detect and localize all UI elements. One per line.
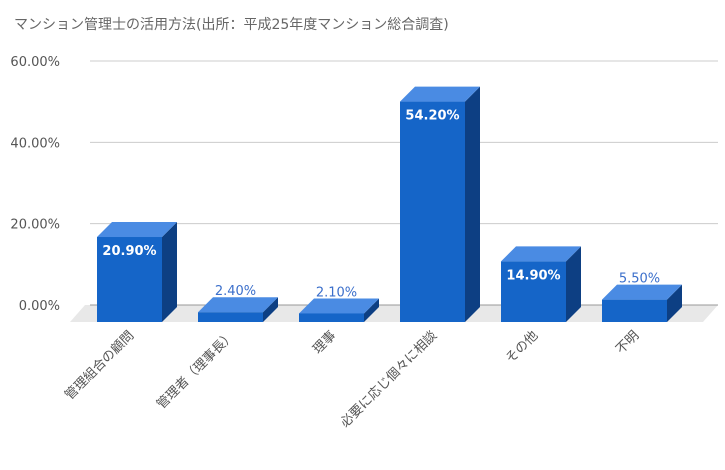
data-label: 2.40% bbox=[215, 284, 256, 299]
bar-side bbox=[566, 246, 581, 322]
bar-top bbox=[97, 222, 177, 238]
chart-title: マンション管理士の活用方法(出所：平成25年度マンション総合調査) bbox=[14, 17, 449, 33]
data-label: 20.90% bbox=[102, 244, 156, 259]
bar bbox=[299, 313, 364, 322]
bar-side bbox=[364, 298, 379, 322]
bar bbox=[602, 299, 667, 322]
y-tick-label: 40.00% bbox=[10, 136, 60, 151]
bar-top bbox=[400, 86, 480, 102]
bar bbox=[501, 261, 566, 322]
data-label: 14.90% bbox=[506, 268, 560, 283]
y-tick-label: 0.00% bbox=[19, 299, 60, 314]
bar-side bbox=[667, 284, 682, 322]
data-label: 5.50% bbox=[619, 272, 660, 287]
x-tick-label: 管理組合の顧問 bbox=[62, 328, 137, 403]
bar bbox=[400, 101, 465, 322]
bar-top bbox=[602, 284, 682, 300]
bar-top bbox=[299, 298, 379, 314]
x-tick-label: 理事 bbox=[310, 328, 339, 357]
y-tick-label: 20.00% bbox=[10, 218, 60, 233]
bar bbox=[198, 312, 263, 322]
x-tick-label: 必要に応じ個々に相談 bbox=[337, 328, 440, 431]
bar-side bbox=[263, 297, 278, 322]
bar-top bbox=[501, 246, 581, 262]
x-tick-label: その他 bbox=[503, 328, 541, 366]
data-label: 54.20% bbox=[405, 109, 459, 124]
x-tick-label: 管理者（理事長） bbox=[154, 328, 238, 412]
bar-side bbox=[465, 86, 480, 322]
data-label: 2.10% bbox=[316, 285, 357, 300]
bar-side bbox=[162, 222, 177, 322]
bar bbox=[97, 237, 162, 322]
y-tick-label: 60.00% bbox=[10, 55, 60, 70]
bar-top bbox=[198, 297, 278, 313]
x-tick-label: 不明 bbox=[613, 328, 642, 357]
